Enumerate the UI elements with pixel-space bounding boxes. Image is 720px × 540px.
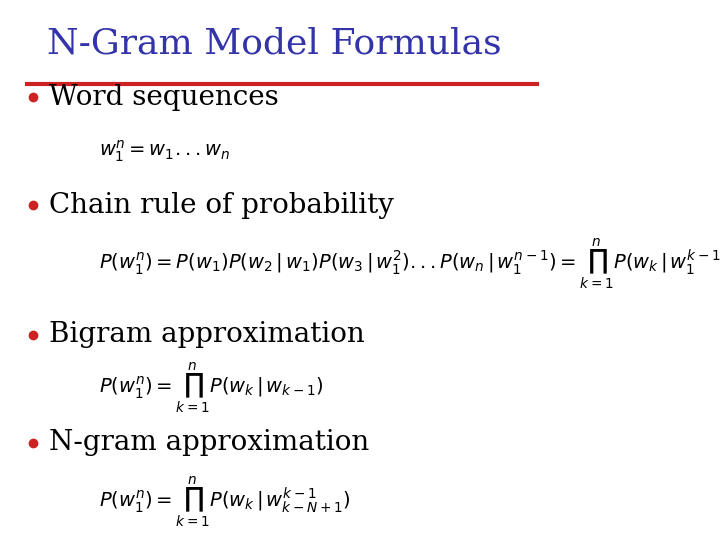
Text: $P(w_1^n) = \prod_{k=1}^{n} P(w_k\,|\,w_{k-N+1}^{k-1})$: $P(w_1^n) = \prod_{k=1}^{n} P(w_k\,|\,w_… — [99, 475, 351, 530]
Text: $P(w_1^n) = \prod_{k=1}^{n} P(w_k\,|\,w_{k-1})$: $P(w_1^n) = \prod_{k=1}^{n} P(w_k\,|\,w_… — [99, 361, 323, 416]
Text: Bigram approximation: Bigram approximation — [49, 321, 365, 348]
Text: $P(w_1^n) = P(w_1)P(w_2\,|\,w_1)P(w_3\,|\,w_1^2)...P(w_n\,|\,w_1^{n-1}) = \prod_: $P(w_1^n) = P(w_1)P(w_2\,|\,w_1)P(w_3\,|… — [99, 237, 720, 292]
Text: N-gram approximation: N-gram approximation — [49, 429, 369, 456]
Text: N-Gram Model Formulas: N-Gram Model Formulas — [47, 27, 501, 61]
Text: $w_1^n = w_1...w_n$: $w_1^n = w_1...w_n$ — [99, 138, 230, 164]
Text: Word sequences: Word sequences — [49, 84, 279, 111]
Text: Chain rule of probability: Chain rule of probability — [49, 192, 394, 219]
